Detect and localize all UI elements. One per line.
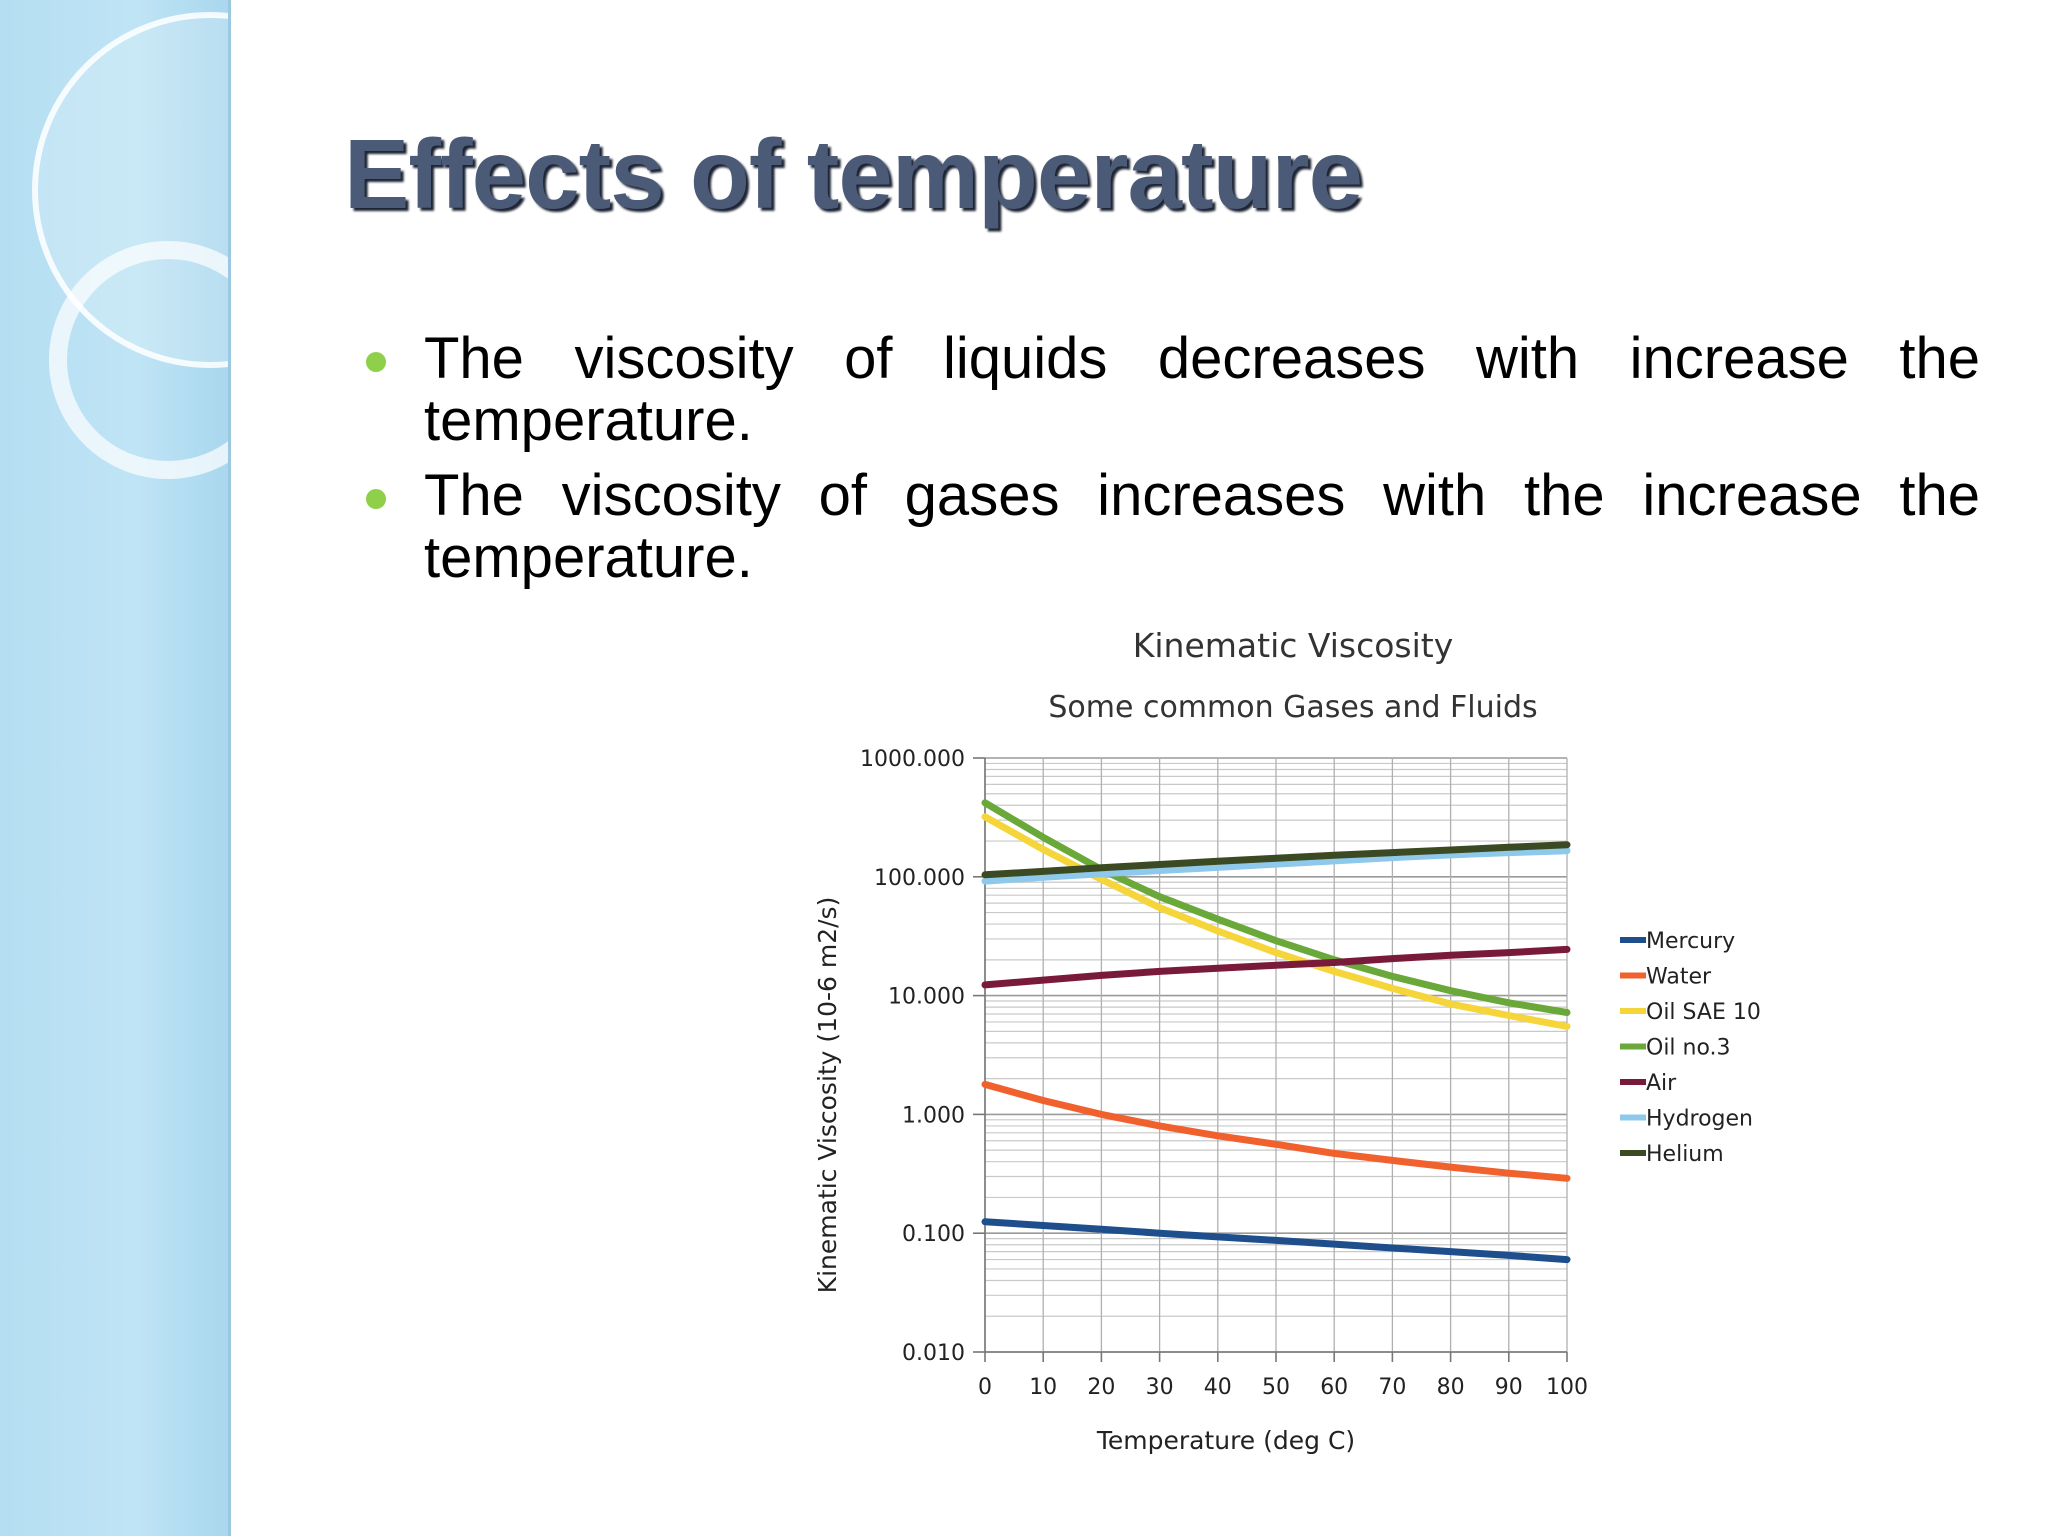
- y-tick-label: 0.100: [902, 1222, 965, 1247]
- legend-label: Helium: [1646, 1142, 1724, 1167]
- legend-label: Water: [1646, 965, 1712, 990]
- y-axis-label: Kinematic Viscosity (10-6 m2/s): [813, 897, 842, 1294]
- x-tick-label: 100: [1546, 1375, 1588, 1400]
- x-tick-label: 70: [1378, 1375, 1406, 1400]
- x-tick-label: 40: [1204, 1375, 1232, 1400]
- y-tick-label: 1000.000: [860, 747, 965, 772]
- legend-label: Oil SAE 10: [1646, 1000, 1761, 1025]
- chart-title: Kinematic Viscosity: [1133, 626, 1454, 665]
- bullet-text: The viscosity of liquids decreases with …: [424, 326, 1980, 453]
- bullet-text: The viscosity of gases increases with th…: [424, 463, 1980, 590]
- series-line-mercury: [981, 1218, 1571, 1264]
- chart-grid: [984, 757, 1568, 1353]
- bullet-point: The viscosity of gases increases with th…: [366, 463, 1980, 590]
- slide-title: Effects of temperature: [344, 119, 1363, 229]
- x-tick-label: 90: [1495, 1375, 1523, 1400]
- x-tick-label: 50: [1262, 1375, 1290, 1400]
- bullet-point: The viscosity of liquids decreases with …: [366, 326, 1980, 453]
- y-tick-label: 10.000: [888, 985, 965, 1010]
- legend-label: Mercury: [1646, 929, 1735, 954]
- legend-label: Air: [1646, 1071, 1677, 1096]
- series-line-oil-no-3: [981, 799, 1571, 1016]
- x-tick-label: 10: [1029, 1375, 1057, 1400]
- x-tick-label: 0: [978, 1375, 992, 1400]
- x-tick-label: 30: [1146, 1375, 1174, 1400]
- x-tick-label: 60: [1320, 1375, 1348, 1400]
- x-axis-label: Temperature (deg C): [1096, 1426, 1355, 1455]
- legend-label: Oil no.3: [1646, 1036, 1731, 1061]
- legend-label: Hydrogen: [1646, 1107, 1753, 1132]
- y-tick-label: 100.000: [874, 866, 965, 891]
- chart-legend: Mercury Water Oil SAE 10 Oil no.3 Air Hydroge…: [1620, 929, 1761, 1167]
- x-tick-label: 80: [1437, 1375, 1465, 1400]
- series-line-hydrogen: [981, 847, 1571, 885]
- small-ring: [49, 241, 228, 479]
- y-tick-label: 0.010: [902, 1341, 965, 1366]
- chart-subtitle: Some common Gases and Fluids: [1048, 690, 1537, 725]
- bullet-dot-icon: [366, 489, 386, 509]
- chart-series: [981, 799, 1571, 1264]
- decorative-rings: [32, 12, 228, 479]
- y-tick-label: 1.000: [902, 1103, 965, 1128]
- series-line-water: [981, 1080, 1571, 1182]
- viscosity-chart: Kinematic Viscosity Some common Gases an…: [813, 626, 1761, 1455]
- chart-axes: 1000.000 100.000 10.000 1.000 0.100 0.010 0 10 2…: [860, 747, 1588, 1400]
- bullet-dot-icon: [366, 352, 386, 372]
- series-line-helium: [981, 841, 1571, 879]
- series-line-air: [981, 945, 1571, 989]
- side-decoration-panel: [0, 0, 231, 1536]
- x-tick-label: 20: [1087, 1375, 1115, 1400]
